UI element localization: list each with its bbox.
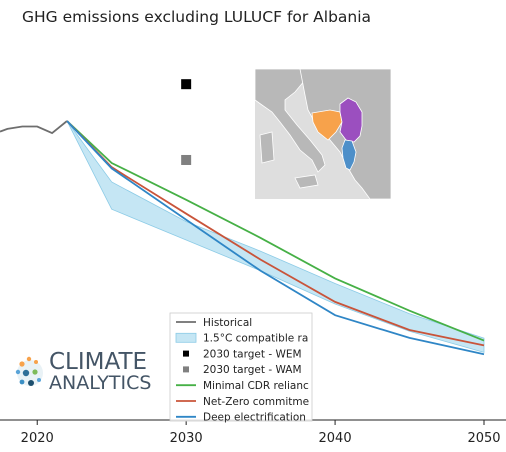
series-lines-layer bbox=[0, 120, 485, 356]
historical-line bbox=[0, 120, 68, 135]
legend-item-3-swatch bbox=[183, 366, 189, 373]
map-country-albania bbox=[341, 139, 357, 171]
series-line-deep-electrification bbox=[66, 120, 485, 356]
chart-title: GHG emissions excluding LULUCF for Alban… bbox=[22, 8, 372, 26]
legend-item-4-label: Minimal CDR relianc bbox=[203, 380, 309, 392]
map-country-purple bbox=[339, 97, 363, 143]
legend-item-0-label: Historical bbox=[203, 317, 252, 329]
x-tick-label-2040: 2040 bbox=[319, 431, 352, 446]
legend-item-6-label: Deep electrification bbox=[203, 412, 306, 424]
x-tick-label-2030: 2030 bbox=[170, 431, 203, 446]
legend: Historical 1.5°C compatible ra 2030 target… bbox=[169, 312, 313, 424]
climate-analytics-logo: CLIMATE ANALYTICS bbox=[15, 349, 151, 394]
inset-map bbox=[254, 68, 392, 200]
legend-item-2-swatch bbox=[183, 350, 189, 357]
legend-frame bbox=[169, 312, 313, 422]
x-axis: 2020 2030 2040 2050 bbox=[0, 419, 506, 446]
map-land-sicily bbox=[294, 174, 319, 189]
series-line-minimal-cdr-reliance bbox=[66, 120, 485, 342]
legend-item-1-label: 1.5°C compatible ra bbox=[203, 333, 308, 345]
logo-globe-icon bbox=[17, 360, 43, 386]
x-tick-label-2050: 2050 bbox=[467, 431, 500, 446]
target-marker-wam bbox=[181, 154, 192, 165]
x-tick-label-2020: 2020 bbox=[21, 431, 54, 446]
target-markers-layer bbox=[181, 79, 192, 165]
map-land-sardinia bbox=[259, 131, 275, 164]
map-land-italy bbox=[254, 68, 326, 173]
logo-text-line1: CLIMATE bbox=[49, 349, 147, 375]
legend-item-5-label: Net-Zero commitme bbox=[203, 396, 309, 408]
target-marker-wem bbox=[181, 79, 192, 90]
logo-text-line2: ANALYTICS bbox=[49, 372, 151, 394]
map-country-orange bbox=[311, 109, 343, 141]
legend-item-1-swatch bbox=[175, 332, 197, 343]
legend-item-2-label: 2030 target - WEM bbox=[203, 348, 302, 360]
legend-item-3-label: 2030 target - WAM bbox=[203, 364, 302, 376]
